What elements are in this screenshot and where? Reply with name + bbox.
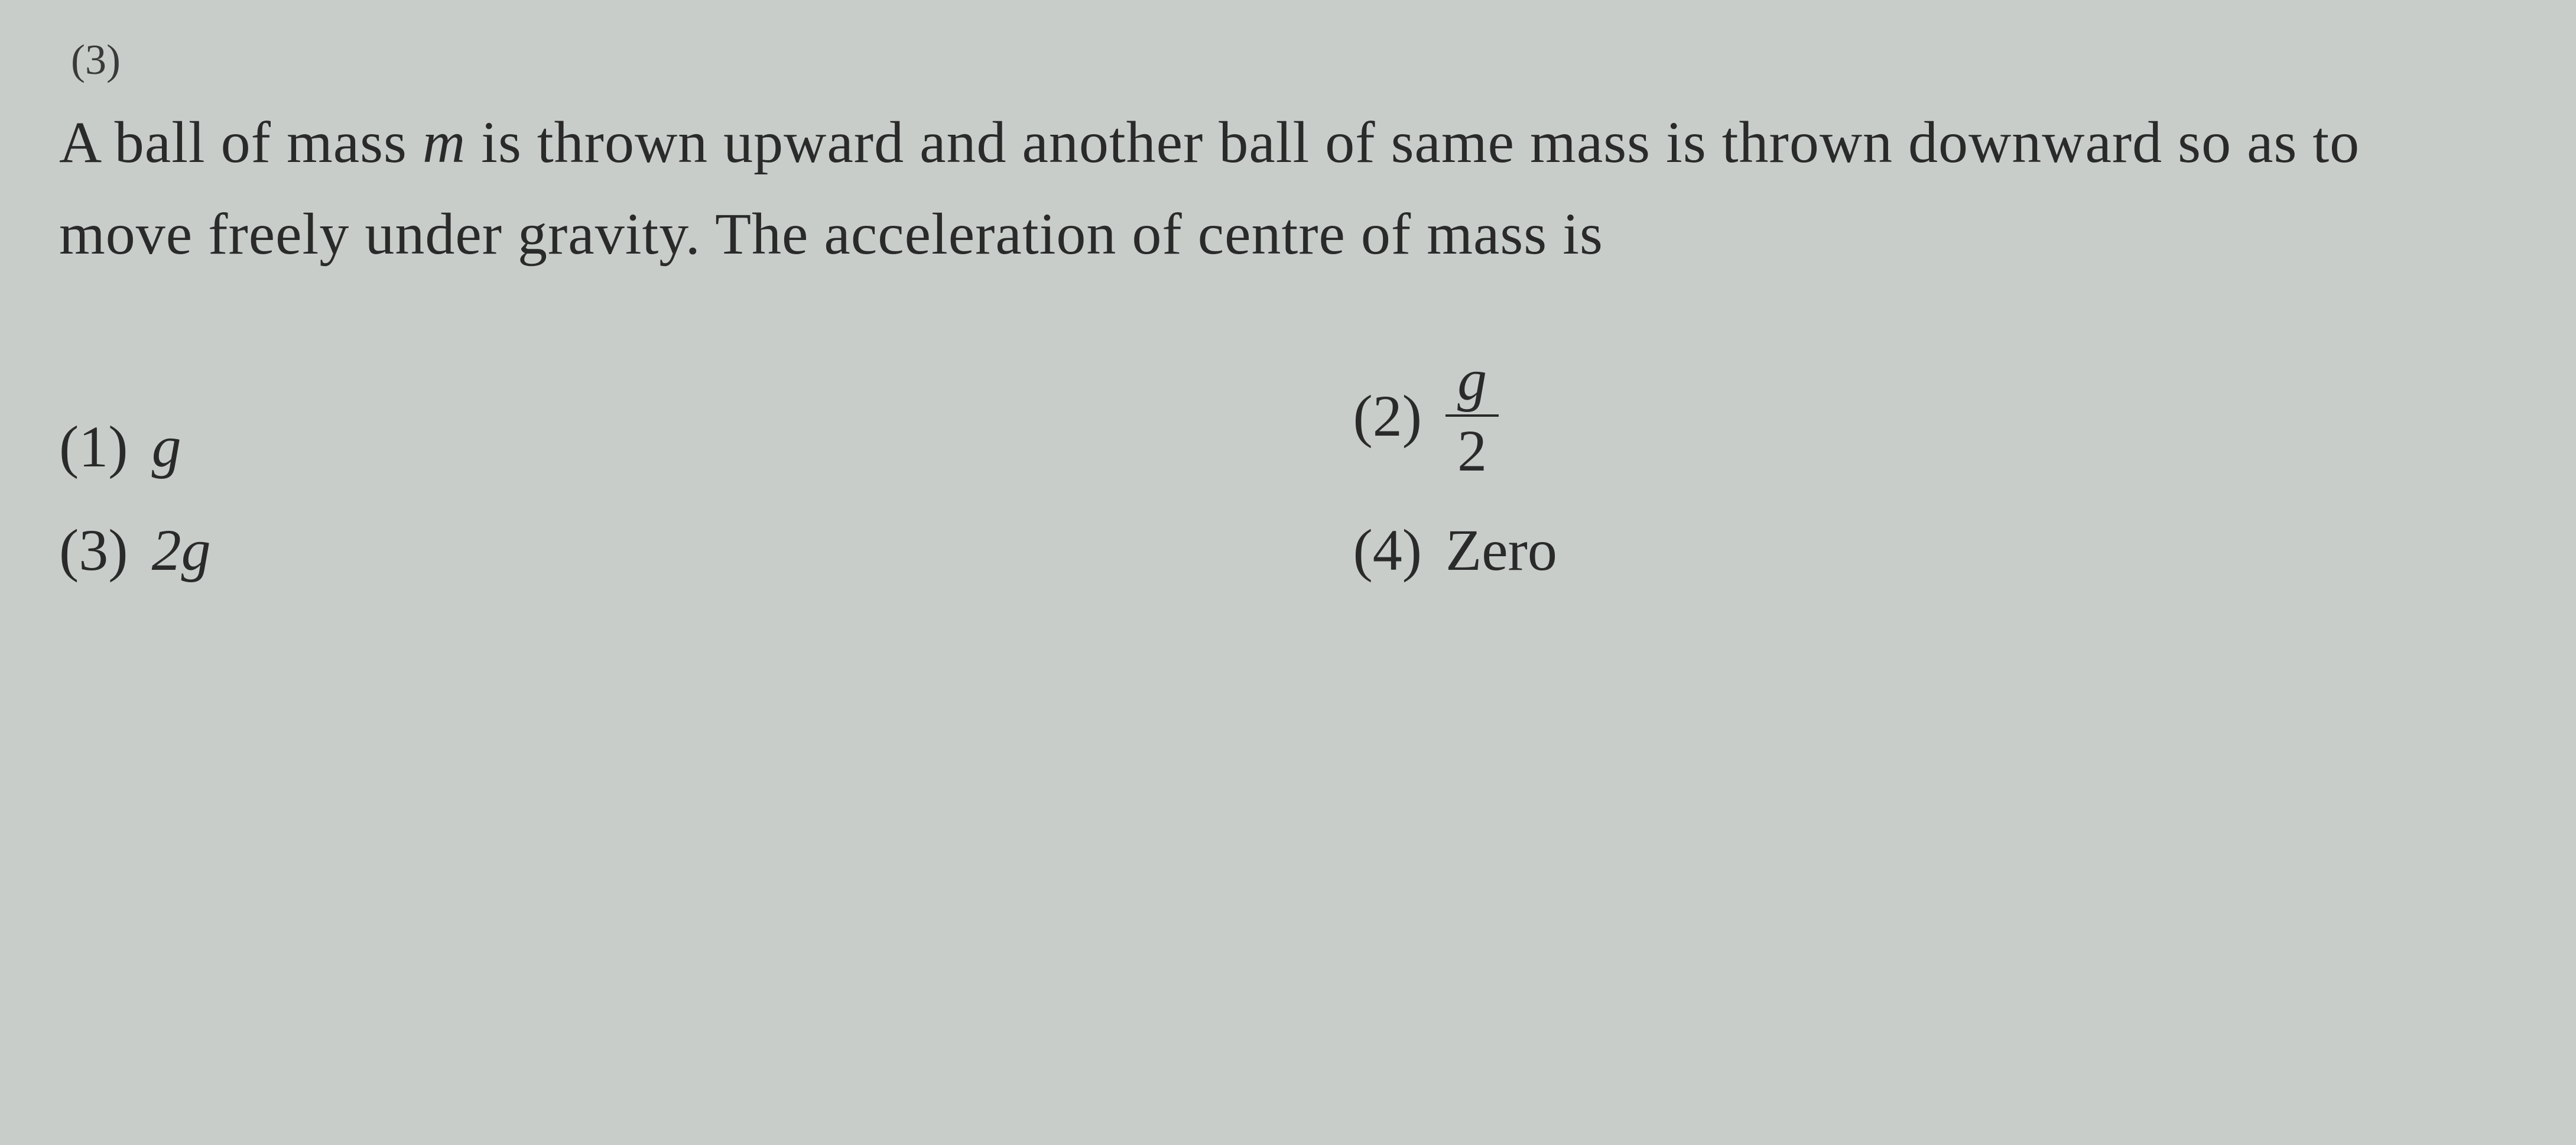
option-2-number: (2)	[1353, 382, 1422, 450]
option-1-value: g	[152, 413, 181, 481]
option-3-number: (3)	[59, 516, 128, 584]
option-4[interactable]: (4) Zero	[1353, 516, 2529, 584]
option-4-number: (4)	[1353, 516, 1422, 584]
option-3-value: 2g	[152, 516, 211, 584]
option-3[interactable]: (3) 2g	[59, 516, 1235, 584]
question-page: (3) A ball of mass m is thrown upward an…	[47, 35, 2529, 584]
option-2[interactable]: (2) g 2	[1353, 351, 2529, 481]
option-1[interactable]: (1) g	[59, 413, 1235, 481]
option-4-value: Zero	[1445, 516, 1557, 584]
question-text: A ball of mass m is thrown upward and an…	[59, 96, 2493, 280]
option-2-denominator: 2	[1445, 417, 1499, 481]
options-grid: (1) g (2) g 2 (3) 2g (4) Zero	[59, 351, 2529, 584]
mass-variable: m	[423, 109, 466, 175]
option-1-number: (1)	[59, 413, 128, 481]
question-prefix: A ball of mass	[59, 109, 423, 175]
previous-question-marker: (3)	[71, 35, 2529, 85]
option-2-fraction: g 2	[1445, 351, 1499, 481]
option-2-numerator: g	[1445, 351, 1499, 417]
